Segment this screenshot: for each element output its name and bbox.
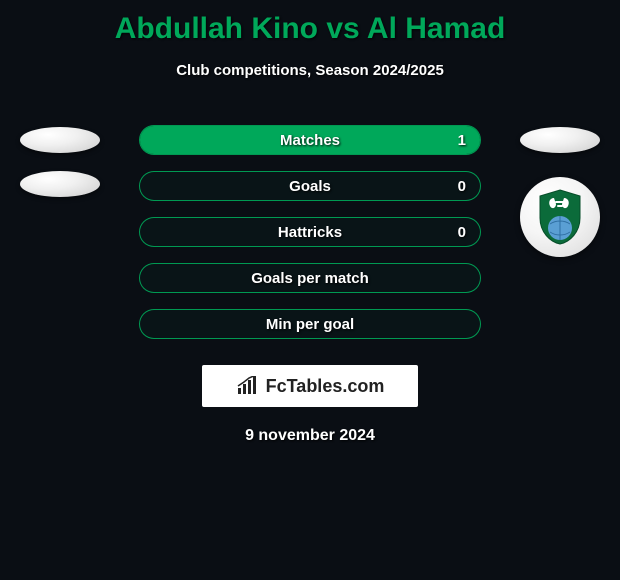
stat-bar: Goals 0: [139, 171, 481, 201]
stat-row-matches: Matches 1: [0, 117, 620, 163]
stat-label: Hattricks: [278, 224, 342, 241]
stat-row-goals-per-match: Goals per match: [0, 255, 620, 301]
stat-label: Matches: [280, 132, 340, 149]
stats-area: Matches 1 Goals 0 Hattricks 0: [0, 117, 620, 347]
stat-label: Min per goal: [266, 316, 354, 333]
watermark-box: FcTables.com: [202, 365, 418, 407]
player-badge-left: [20, 171, 100, 197]
stat-value-right: 1: [458, 132, 466, 149]
stat-bar: Goals per match: [139, 263, 481, 293]
page-title: Abdullah Kino vs Al Hamad: [0, 0, 620, 46]
stat-label: Goals: [289, 178, 331, 195]
player-badge-left: [20, 127, 100, 153]
stat-value-right: 0: [458, 224, 466, 241]
player-badge-right: [520, 127, 600, 153]
watermark-text: FcTables.com: [266, 376, 385, 397]
stat-row-min-per-goal: Min per goal: [0, 301, 620, 347]
stat-bar: Min per goal: [139, 309, 481, 339]
stat-row-hattricks: Hattricks 0: [0, 209, 620, 255]
date-text: 9 november 2024: [0, 427, 620, 445]
ellipse-icon: [520, 127, 600, 153]
stat-bar: Matches 1: [139, 125, 481, 155]
stat-value-right: 0: [458, 178, 466, 195]
stat-label: Goals per match: [251, 270, 369, 287]
bar-chart-icon: [236, 376, 260, 396]
ellipse-icon: [20, 127, 100, 153]
ellipse-icon: [20, 171, 100, 197]
stat-bar: Hattricks 0: [139, 217, 481, 247]
subtitle: Club competitions, Season 2024/2025: [0, 62, 620, 79]
